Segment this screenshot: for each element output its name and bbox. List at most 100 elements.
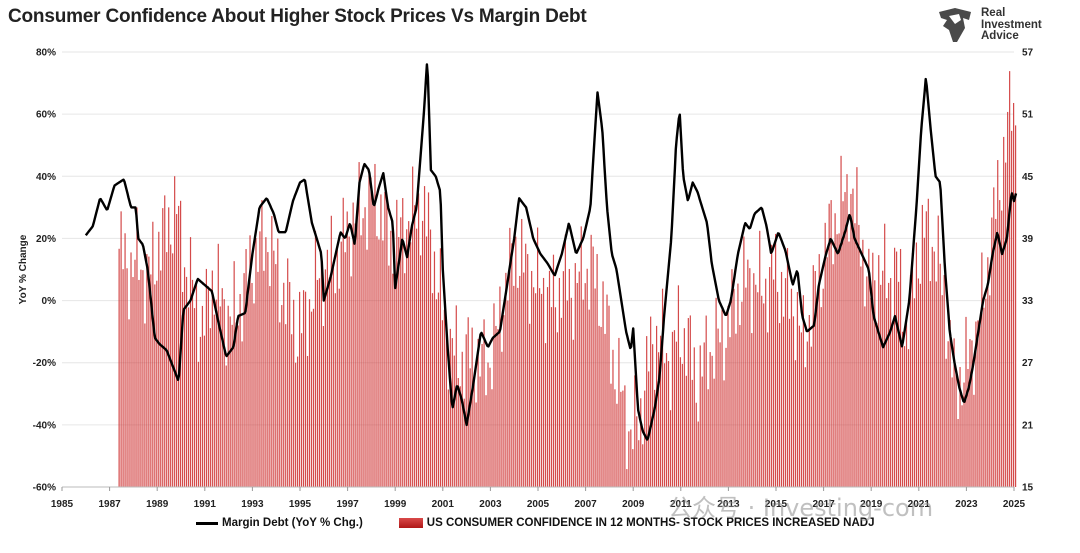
confidence-bar — [336, 244, 338, 487]
confidence-bar — [477, 338, 479, 487]
confidence-bar — [780, 271, 783, 487]
confidence-bar — [592, 246, 594, 487]
confidence-bar — [370, 177, 372, 487]
confidence-bar — [854, 223, 856, 487]
confidence-bar — [802, 295, 804, 487]
confidence-bar — [507, 300, 509, 487]
confidence-bar — [600, 326, 602, 487]
confidence-bar — [120, 211, 122, 487]
confidence-bar — [598, 325, 600, 487]
confidence-bar — [247, 287, 249, 487]
confidence-bar — [776, 291, 779, 487]
confidence-bar — [985, 298, 987, 487]
confidence-bar — [158, 231, 160, 487]
confidence-bar — [767, 332, 769, 487]
confidence-bar — [769, 267, 771, 487]
confidence-bar — [199, 336, 202, 487]
confidence-bar — [243, 273, 245, 487]
confidence-bar — [308, 299, 311, 487]
confidence-bar — [225, 365, 227, 487]
confidence-bar — [419, 255, 422, 487]
y-left-tick-label: -40% — [33, 420, 56, 431]
confidence-bar — [634, 375, 636, 487]
confidence-bar — [648, 371, 650, 487]
confidence-bar — [917, 278, 920, 487]
confidence-bar — [451, 338, 453, 487]
x-tick-label: 1993 — [241, 499, 264, 510]
confidence-bar — [862, 239, 864, 487]
confidence-bar — [806, 341, 808, 487]
confidence-bar — [295, 362, 297, 487]
confidence-bar — [685, 375, 687, 487]
confidence-bar — [695, 402, 697, 487]
confidence-bar — [735, 333, 737, 487]
confidence-bar — [640, 398, 642, 487]
confidence-bar — [759, 230, 761, 487]
confidence-bar — [604, 333, 606, 487]
confidence-bar — [773, 279, 775, 487]
confidence-bar — [386, 194, 388, 487]
confidence-bar — [279, 322, 281, 487]
confidence-bar — [689, 315, 691, 487]
confidence-bar — [332, 264, 334, 487]
confidence-bar — [531, 270, 533, 487]
confidence-bar — [312, 308, 315, 487]
confidence-bar — [352, 202, 354, 487]
confidence-bar — [874, 280, 876, 487]
confidence-bar — [878, 255, 880, 487]
confidence-bar — [299, 291, 301, 487]
confidence-bar — [291, 334, 293, 487]
confidence-bar — [195, 284, 198, 487]
confidence-bar — [475, 402, 477, 487]
confidence-bar — [816, 302, 818, 487]
confidence-bar — [465, 334, 467, 487]
confidence-bar — [459, 386, 461, 487]
confidence-bar — [374, 163, 376, 488]
confidence-bar — [1001, 210, 1003, 487]
confidence-bar — [584, 283, 586, 487]
confidence-bar — [596, 254, 598, 487]
x-tick-label: 2013 — [717, 499, 740, 510]
confidence-bar — [166, 252, 168, 487]
confidence-bar — [790, 288, 793, 487]
y-left-tick-label: 20% — [36, 234, 56, 245]
confidence-bar — [285, 324, 287, 487]
confidence-bar — [229, 316, 231, 487]
confidence-bar — [606, 294, 608, 487]
confidence-bar — [533, 287, 535, 487]
confidence-bar — [614, 389, 616, 487]
confidence-bar — [860, 266, 862, 487]
confidence-bar — [836, 234, 838, 487]
confidence-bar — [828, 203, 830, 487]
confidence-bar — [691, 379, 693, 487]
y-left-tick-label: 60% — [36, 110, 56, 121]
confidence-bar — [215, 299, 217, 487]
confidence-bar — [880, 284, 882, 487]
confidence-bar — [485, 395, 487, 487]
confidence-bar — [550, 307, 553, 487]
confidence-bar — [949, 320, 951, 487]
confidence-bar — [445, 323, 447, 487]
confidence-bar — [784, 278, 787, 487]
confidence-bar — [354, 223, 356, 487]
confidence-bar — [348, 236, 350, 487]
confidence-bar — [963, 382, 965, 487]
confidence-bar — [876, 322, 878, 487]
confidence-bar — [681, 363, 683, 487]
confidence-bar — [646, 336, 648, 487]
confidence-bar — [358, 162, 360, 487]
confidence-bar — [189, 237, 192, 487]
brand-logo: Real Investment Advice — [935, 6, 1060, 46]
confidence-bar — [725, 347, 727, 487]
confidence-bar — [537, 227, 539, 487]
confidence-bar — [1013, 102, 1015, 487]
confidence-bar — [632, 449, 634, 487]
confidence-bar — [447, 389, 449, 487]
confidence-bar — [701, 376, 703, 487]
confidence-bar — [501, 351, 503, 487]
confidence-bar — [594, 288, 596, 487]
confidence-bar — [481, 343, 483, 487]
confidence-bar — [761, 295, 763, 487]
confidence-bar — [576, 282, 578, 487]
